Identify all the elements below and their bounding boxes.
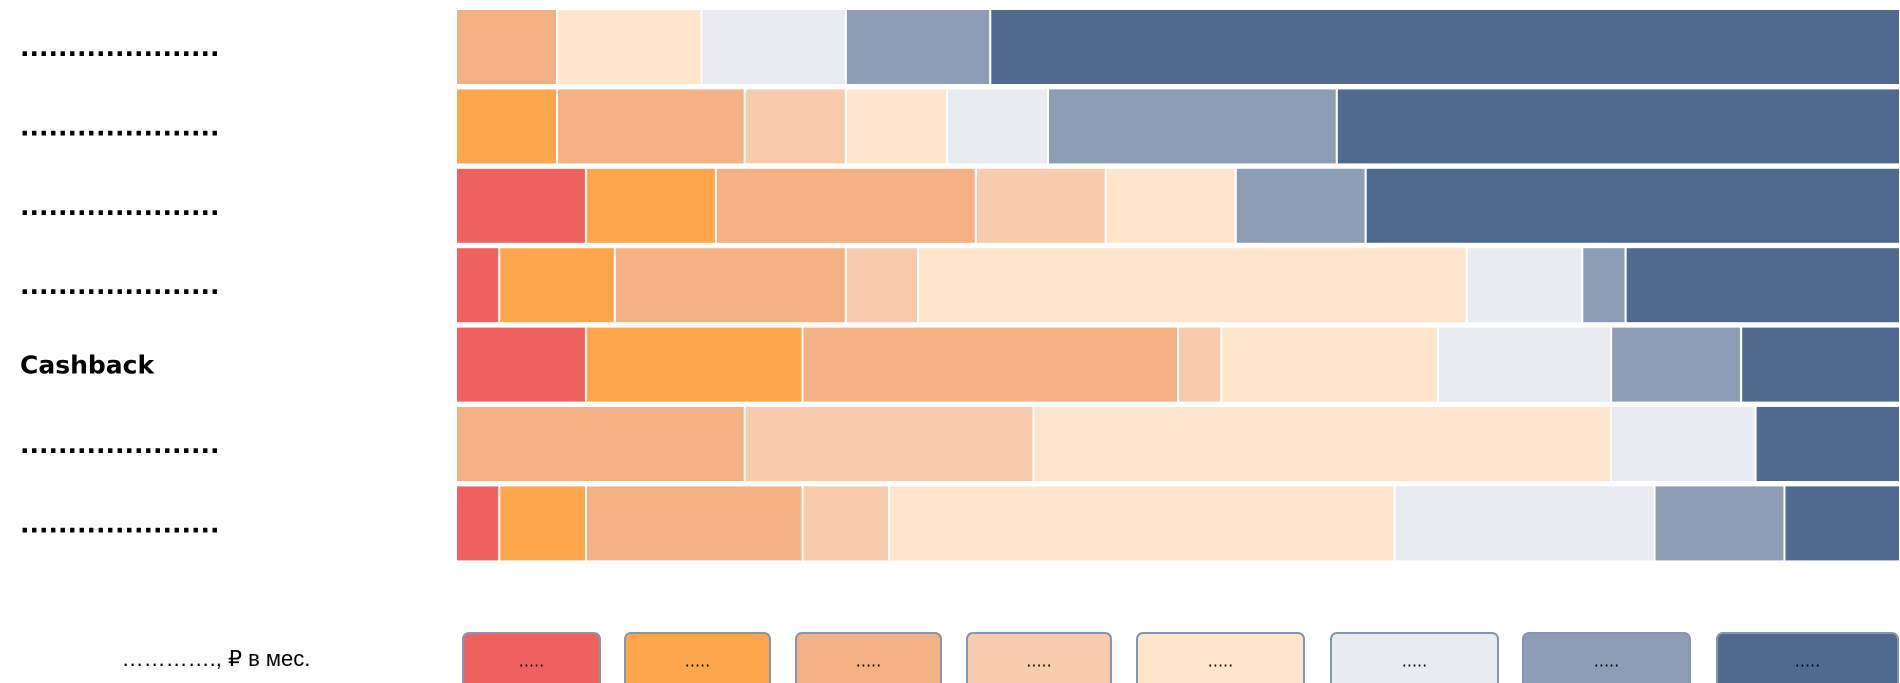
bar-segment bbox=[989, 8, 1900, 86]
bar-segment bbox=[455, 484, 501, 563]
bar-segment bbox=[945, 87, 1050, 166]
legend-label: ..... bbox=[1795, 652, 1820, 671]
legend-swatch bbox=[1522, 632, 1691, 683]
legend-swatch bbox=[1330, 632, 1499, 683]
legend-label: ..... bbox=[1026, 652, 1051, 671]
category-label: ..................... bbox=[20, 192, 219, 221]
bar-segment bbox=[1364, 166, 1900, 245]
bar-segment bbox=[1436, 325, 1613, 404]
bar-segment bbox=[1177, 325, 1223, 404]
bar-segment bbox=[1610, 325, 1743, 404]
bar-segment bbox=[1740, 325, 1900, 404]
bar-segment bbox=[1581, 246, 1627, 325]
legend-label: ..... bbox=[1208, 652, 1233, 671]
category-label: ..................... bbox=[20, 430, 219, 459]
bar-segment bbox=[556, 87, 746, 166]
bar-segment bbox=[801, 325, 1179, 404]
bar-segment bbox=[1465, 246, 1584, 325]
bar-segment bbox=[888, 484, 1396, 563]
bar-segment bbox=[584, 166, 717, 245]
legend-label: ..... bbox=[1402, 652, 1427, 671]
bar-segment bbox=[455, 325, 587, 404]
bar-segment bbox=[700, 8, 847, 86]
bar-segment bbox=[1754, 405, 1900, 483]
bar-segment bbox=[1032, 405, 1613, 483]
bar-segment bbox=[743, 87, 847, 166]
bar-segment bbox=[584, 325, 804, 404]
legend-label: ..... bbox=[1594, 652, 1619, 671]
bar-segment bbox=[844, 246, 920, 325]
legend-title: …………., ₽ в мес. bbox=[122, 646, 311, 671]
legend-swatch bbox=[462, 632, 601, 683]
bar-segment bbox=[1393, 484, 1656, 563]
bar-segment bbox=[556, 8, 703, 86]
legend-label: ..... bbox=[856, 652, 881, 671]
bar-segment bbox=[1234, 166, 1367, 245]
legend-swatch bbox=[966, 632, 1112, 683]
bar-segment bbox=[455, 8, 559, 86]
bar-segment bbox=[613, 246, 847, 325]
category-label: ..................... bbox=[20, 112, 219, 141]
bar-segment bbox=[1653, 484, 1786, 563]
category-label: ..................... bbox=[20, 33, 219, 62]
bar-segment bbox=[498, 246, 616, 325]
bar-segment bbox=[1047, 87, 1338, 166]
bar-segment bbox=[1335, 87, 1900, 166]
legend-swatch bbox=[795, 632, 942, 683]
category-label: ..................... bbox=[20, 271, 219, 300]
bar-segment bbox=[801, 484, 891, 563]
bar-segment bbox=[455, 166, 587, 245]
bar-segment bbox=[455, 246, 501, 325]
bar-segment bbox=[455, 87, 559, 166]
bar-segment bbox=[1783, 484, 1900, 563]
legend-swatch bbox=[624, 632, 771, 683]
bar-segment bbox=[455, 405, 746, 483]
bar-segment bbox=[1220, 325, 1439, 404]
bar-segment bbox=[974, 166, 1107, 245]
category-label: ..................... bbox=[20, 509, 219, 538]
bar-segment bbox=[584, 484, 804, 563]
category-label: Cashback bbox=[20, 351, 155, 380]
bar-segment bbox=[844, 8, 992, 86]
bar-segment bbox=[917, 246, 1468, 325]
bar-segment bbox=[1104, 166, 1237, 245]
bar-segment bbox=[498, 484, 587, 563]
bar-segment bbox=[1610, 405, 1757, 483]
bar-segment bbox=[844, 87, 948, 166]
bar-segment bbox=[743, 405, 1035, 483]
legend-label: ..... bbox=[685, 652, 710, 671]
legend-swatch bbox=[1136, 632, 1305, 683]
legend-label: ..... bbox=[519, 652, 544, 671]
bar-segment bbox=[714, 166, 977, 245]
legend-swatch bbox=[1716, 632, 1899, 683]
bar-segment bbox=[1624, 246, 1900, 325]
